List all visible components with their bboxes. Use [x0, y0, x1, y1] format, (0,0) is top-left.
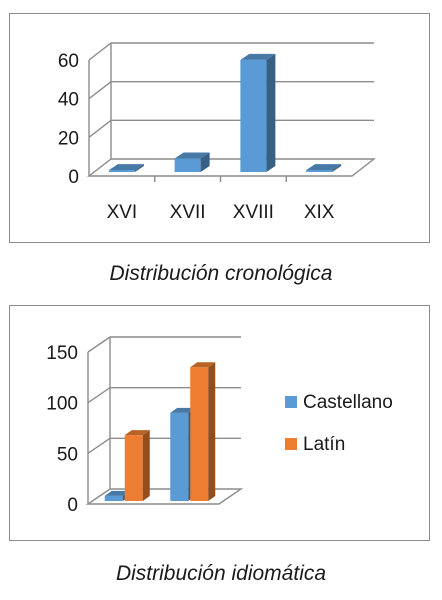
bar-top	[104, 490, 130, 496]
y-tick-label: 0	[68, 167, 79, 188]
chart-caption-chronological: Distribución cronológica	[109, 262, 333, 285]
bar-top	[108, 164, 144, 171]
bar-side	[142, 430, 150, 501]
x-tick-label: XIX	[304, 202, 335, 223]
gridline	[88, 119, 374, 138]
gridline	[88, 42, 374, 61]
bar-top	[174, 152, 210, 159]
y-tick-label: 100	[46, 394, 78, 415]
chronological-bar-series-3	[306, 164, 342, 172]
chart-frame-chronological	[9, 13, 430, 243]
y-tick-label: 50	[57, 444, 78, 465]
bar-front	[174, 158, 201, 172]
gridline	[87, 386, 241, 404]
bar-side	[332, 164, 342, 172]
language-bar-chart: 0 50 100 150 Castellano Latín	[46, 336, 393, 516]
y-tick-label: 60	[58, 51, 79, 72]
bar-side	[266, 53, 276, 172]
chronological-bar-series-1	[174, 152, 210, 172]
language-bar-lat-n-1	[190, 362, 216, 501]
y-tick-label: 0	[67, 495, 78, 516]
bar-front	[170, 412, 189, 501]
legend-label: Latín	[303, 434, 345, 455]
legend-swatch	[285, 396, 297, 408]
bar-front	[240, 59, 267, 172]
x-tick-label: XVI	[107, 202, 138, 223]
bar-front	[306, 170, 333, 172]
x-tick-label: XVIII	[233, 202, 274, 223]
chronological-bar-series-2	[240, 53, 276, 172]
bar-front	[124, 435, 143, 501]
chronological-bar-chart: 0 20 40 60 XVI XVII XVIII XIX	[58, 42, 377, 223]
gridline	[87, 437, 241, 454]
gridline	[88, 80, 374, 100]
x-tick-label: XVII	[170, 202, 206, 223]
bar-side	[200, 152, 210, 172]
bar-front	[190, 367, 209, 501]
bar-top	[306, 164, 342, 171]
y-tick-label: 40	[58, 90, 79, 111]
language-bar-lat-n-0	[124, 430, 150, 501]
y-tick-label: 150	[46, 343, 78, 364]
bar-front	[104, 495, 123, 501]
bar-top	[240, 53, 276, 60]
chart-caption-language: Distribución idiomática	[115, 562, 327, 585]
legend-label: Castellano	[303, 392, 393, 413]
y-tick-label: 20	[58, 128, 79, 149]
gridline	[87, 336, 241, 353]
legend-swatch	[285, 438, 297, 450]
chart-floor	[86, 158, 377, 177]
bar-front	[108, 170, 135, 172]
bar-top	[124, 430, 150, 436]
bar-top	[170, 407, 196, 413]
chronological-bar-series-0	[108, 164, 144, 172]
bar-top	[190, 362, 216, 368]
bar-side	[208, 362, 216, 501]
bar-side	[134, 164, 144, 172]
